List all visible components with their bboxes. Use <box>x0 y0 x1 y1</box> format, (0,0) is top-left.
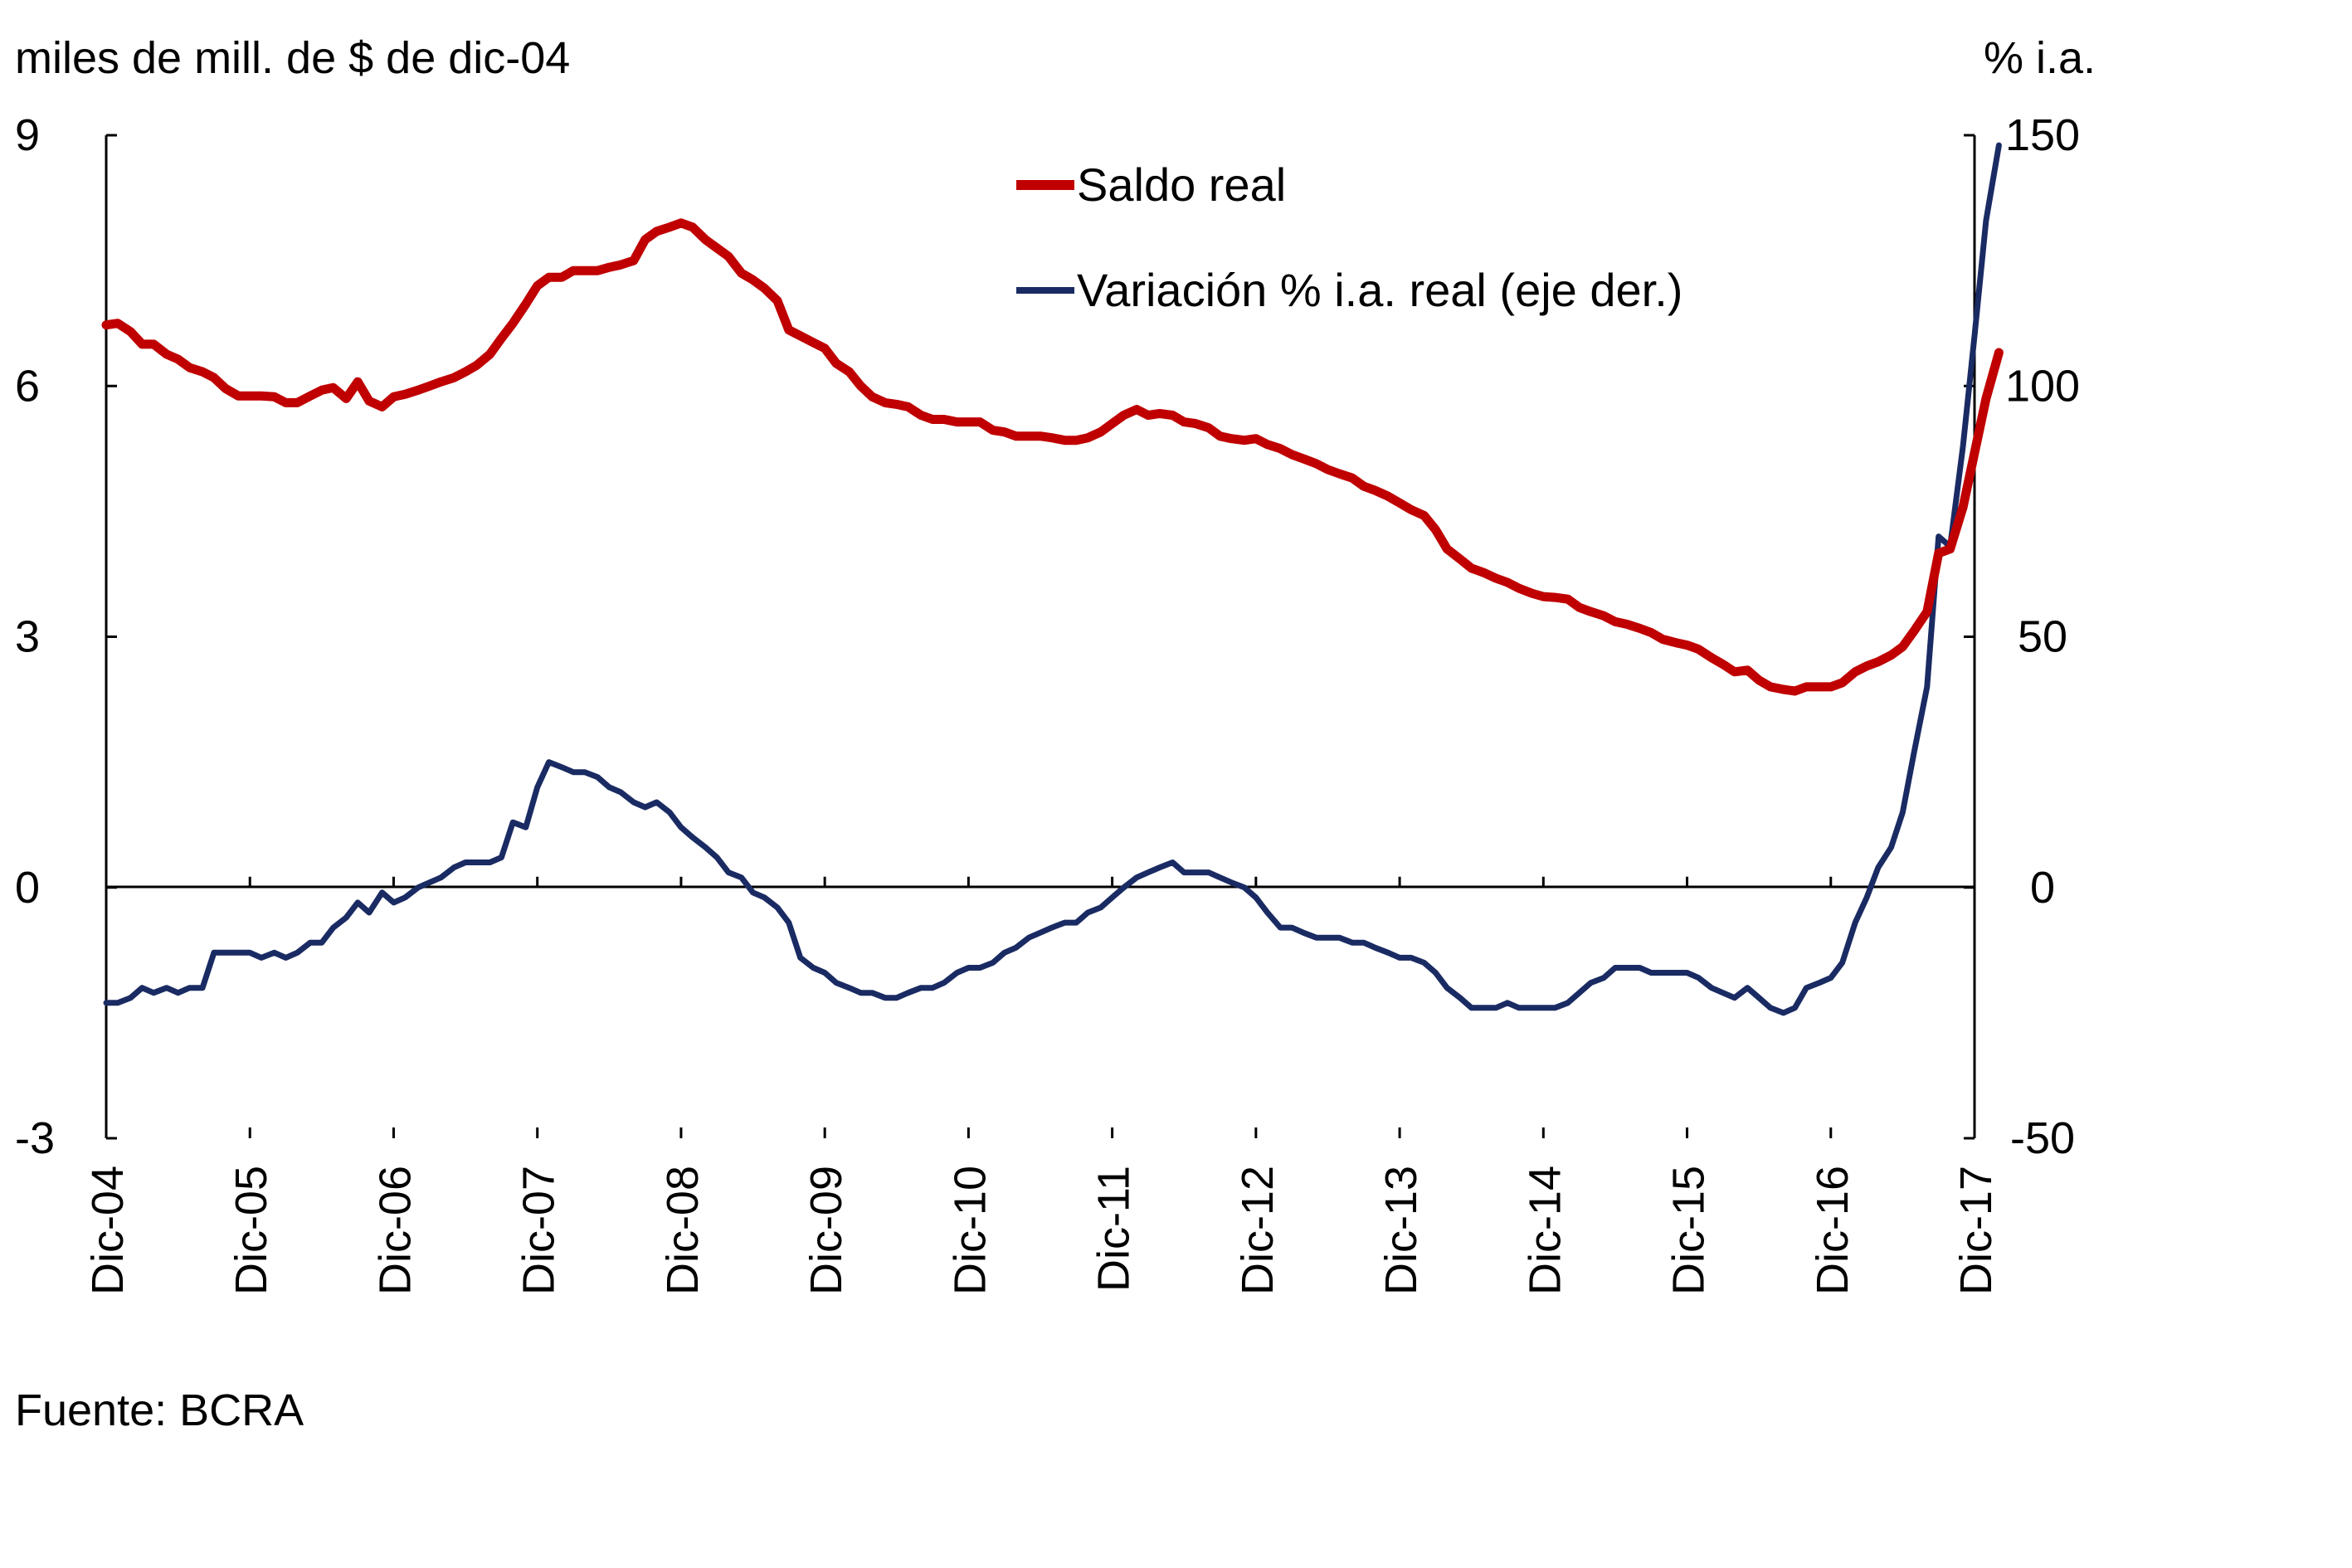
x-tick-label: Dic-14 <box>1520 1166 1570 1295</box>
right-y-tick-label: 50 <box>2018 612 2067 662</box>
x-tick-label: Dic-08 <box>658 1166 708 1295</box>
legend: Saldo real Variación % i.a. real (eje de… <box>1016 158 1682 316</box>
x-tick-label: Dic-10 <box>945 1166 995 1295</box>
left-y-tick-label: 3 <box>15 612 40 662</box>
left-y-tick-label: 9 <box>15 110 40 160</box>
x-tick-label: Dic-13 <box>1376 1166 1426 1295</box>
legend-label-variacion: Variación % i.a. real (eje der.) <box>1077 264 1682 316</box>
left-y-tick-label: -3 <box>15 1113 55 1163</box>
x-tick-label: Dic-15 <box>1664 1166 1714 1295</box>
right-y-tick-label: -50 <box>2010 1113 2075 1163</box>
right-y-tick-label: 150 <box>2005 110 2080 160</box>
right-y-tick-label: 0 <box>2030 863 2055 913</box>
x-tick-label: Dic-11 <box>1089 1166 1139 1292</box>
legend-label-saldo-real: Saldo real <box>1077 158 1286 211</box>
x-tick-label: Dic-04 <box>83 1166 133 1295</box>
series-layer <box>101 142 2004 1016</box>
right-y-ticks: 150 100 50 0 -50 <box>1964 110 2080 1163</box>
left-y-ticks: 9 6 3 0 -3 <box>15 110 117 1163</box>
left-y-tick-label: 0 <box>15 863 40 913</box>
x-tick-label: Dic-17 <box>1951 1166 2001 1295</box>
left-y-tick-label: 6 <box>15 361 40 411</box>
x-axis-ticks: Dic-04 Dic-05 Dic-06 Dic-07 Dic-08 Dic-09 Dic-… <box>83 876 2001 1295</box>
right-y-tick-label: 100 <box>2005 361 2080 411</box>
x-tick-label: Dic-12 <box>1233 1166 1283 1295</box>
source-note: Fuente: BCRA <box>15 1385 304 1435</box>
series-line-variacion <box>103 142 2002 1016</box>
left-axis-title: miles de mill. de $ de dic-04 <box>15 33 570 83</box>
x-tick-label: Dic-07 <box>514 1166 564 1295</box>
right-axis-title: % i.a. <box>1984 33 2096 83</box>
x-tick-label: Dic-09 <box>801 1166 851 1295</box>
x-tick-label: Dic-06 <box>370 1166 420 1295</box>
x-tick-label: Dic-16 <box>1808 1166 1858 1295</box>
x-tick-label: Dic-05 <box>226 1166 276 1295</box>
series-line-saldo-real <box>101 218 2004 696</box>
